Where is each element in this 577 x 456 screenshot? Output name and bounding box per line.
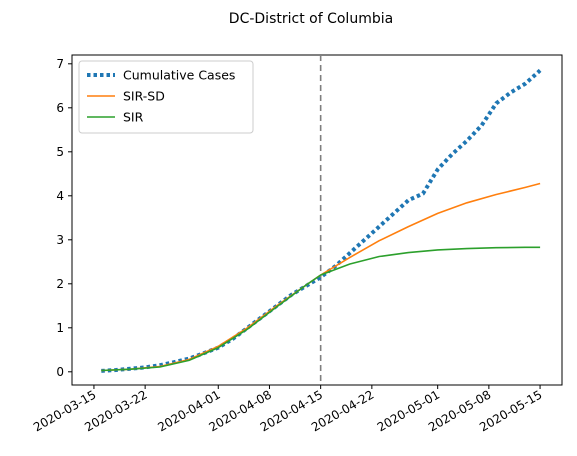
series-line-sir — [101, 246, 541, 372]
y-axis: 0 1 2 3 4 5 6 7 — [56, 57, 72, 379]
y-tick-label: 3 — [56, 233, 64, 247]
y-tick-label: 1 — [56, 321, 64, 335]
legend: Cumulative Cases SIR-SD SIR — [78, 60, 254, 134]
series-line-cumulative-cases — [101, 68, 542, 373]
plot-frame — [71, 54, 563, 386]
legend-label: SIR-SD — [123, 89, 165, 104]
legend-box — [78, 60, 254, 134]
y-tick-label: 6 — [56, 101, 64, 115]
y-tick-label: 7 — [56, 57, 64, 71]
legend-label: SIR — [123, 110, 144, 125]
y-tick-label: 5 — [56, 145, 64, 159]
y-tick-label: 2 — [56, 277, 64, 291]
legend-label: Cumulative Cases — [123, 68, 235, 83]
chart-title: DC-District of Columbia — [229, 11, 393, 27]
y-tick-label: 0 — [56, 365, 64, 379]
series-group — [101, 68, 542, 373]
y-tick-label: 4 — [56, 189, 64, 203]
